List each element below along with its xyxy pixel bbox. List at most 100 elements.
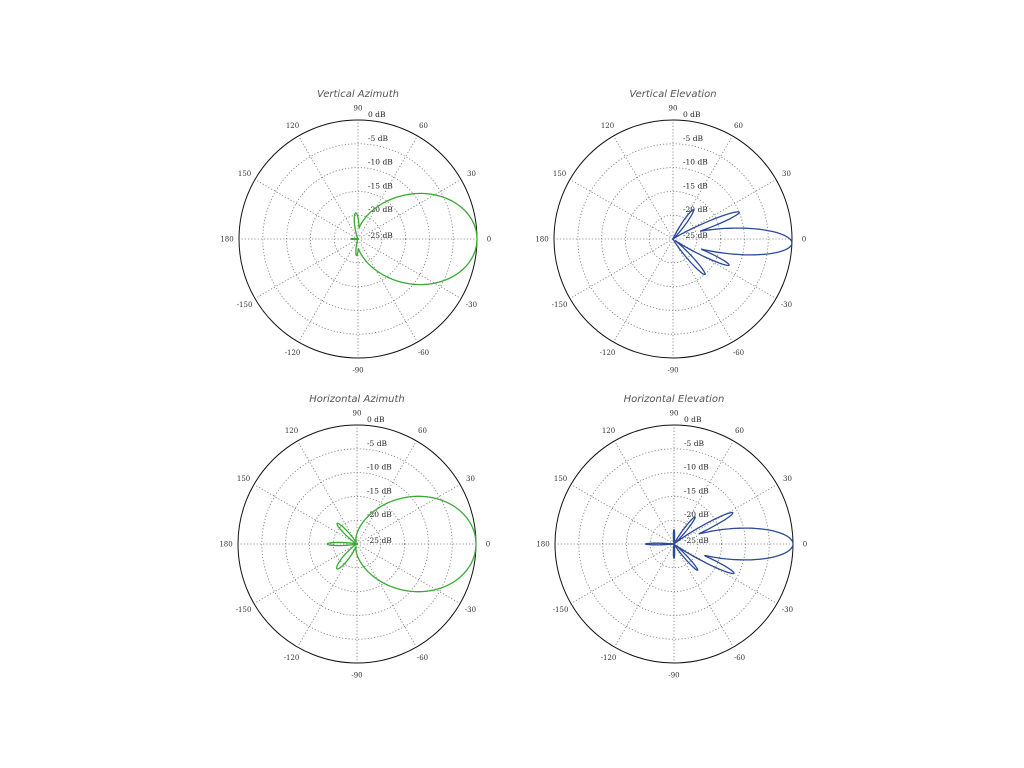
- angle-tick-label: -150: [553, 606, 569, 614]
- grid-spoke: [357, 179, 462, 240]
- chart-title: Horizontal Elevation: [624, 394, 725, 405]
- db-ring-label: -25 dB: [367, 536, 392, 545]
- angle-tick-label: 120: [602, 427, 615, 435]
- radiation-pattern-trace: [671, 209, 793, 276]
- angle-tick-label: 60: [418, 427, 427, 435]
- grid-spoke: [253, 543, 358, 604]
- polar-plot-horizontal-azimuth: Horizontal Azimuth 0 30 60 90 120 150 180 -150 -1…: [219, 394, 490, 680]
- grid-spoke: [673, 440, 734, 545]
- chart-title: Horizontal Azimuth: [309, 394, 404, 405]
- angle-tick-label: -60: [418, 349, 429, 357]
- grid-spoke: [356, 484, 461, 545]
- angle-tick-label: 150: [237, 475, 250, 483]
- angle-tick-label: -90: [352, 367, 363, 375]
- angle-tick-label: 90: [354, 105, 363, 113]
- angle-tick-label: 60: [419, 122, 428, 130]
- angle-tick-label: 60: [735, 427, 744, 435]
- angle-tick-label: 120: [286, 122, 299, 130]
- grid-spoke: [672, 238, 733, 343]
- grid-spoke: [613, 135, 674, 240]
- db-ring-label: 0 dB: [367, 415, 385, 424]
- grid-ring: [626, 495, 723, 592]
- db-ring-label: -20 dB: [367, 510, 392, 519]
- angle-tick-label: 180: [220, 236, 233, 244]
- angle-tick-label: -60: [417, 654, 428, 662]
- db-ring-label: -15 dB: [367, 486, 392, 495]
- grid-ring: [578, 448, 770, 640]
- grid-spoke: [614, 440, 675, 545]
- angle-tick-label: 120: [601, 122, 614, 130]
- angle-tick-label: 120: [285, 427, 298, 435]
- angle-tick-label: 180: [219, 541, 232, 549]
- db-ring-label: 0 dB: [684, 415, 702, 424]
- grid-spoke: [254, 179, 359, 240]
- polar-plot-vertical-azimuth: Vertical Azimuth 0 30 60 90 120 150 180 -150 -120…: [220, 89, 491, 375]
- db-ring-label: -20 dB: [368, 205, 393, 214]
- angle-tick-label: -150: [236, 606, 252, 614]
- angle-tick-label: -150: [552, 301, 568, 309]
- grid-spoke: [673, 543, 778, 604]
- chart-title: Vertical Elevation: [629, 89, 716, 100]
- angle-tick-label: 30: [783, 475, 792, 483]
- radiation-pattern-trace: [350, 192, 478, 286]
- angle-tick-label: 180: [535, 236, 548, 244]
- grid-ring: [262, 143, 454, 335]
- grid-spoke: [673, 543, 734, 648]
- grid-ring: [309, 190, 406, 287]
- grid-ring: [332, 519, 382, 569]
- grid-spoke: [614, 543, 675, 648]
- db-ring-label: -10 dB: [367, 463, 392, 472]
- grid-spoke: [673, 484, 778, 545]
- angle-tick-label: 60: [734, 122, 743, 130]
- grid-spoke: [356, 543, 417, 648]
- db-ring-label: 0 dB: [368, 110, 386, 119]
- grid-ring: [261, 448, 453, 640]
- angle-tick-label: 0: [487, 236, 491, 244]
- db-ring-label: -15 dB: [684, 486, 709, 495]
- angle-tick-label: 150: [554, 475, 567, 483]
- db-ring-label: -5 dB: [683, 134, 703, 143]
- grid-spoke: [253, 484, 358, 545]
- angle-tick-label: -30: [466, 301, 477, 309]
- db-ring-label: 0 dB: [683, 110, 701, 119]
- grid-spoke: [570, 484, 675, 545]
- db-ring-label: -15 dB: [683, 181, 708, 190]
- grid-spoke: [254, 238, 359, 299]
- angle-tick-label: 90: [669, 105, 678, 113]
- angle-tick-label: 90: [670, 410, 679, 418]
- grid-spoke: [569, 238, 674, 299]
- angle-tick-label: -90: [351, 672, 362, 680]
- db-ring-label: -5 dB: [684, 439, 704, 448]
- grid-spoke: [613, 238, 674, 343]
- grid-ring: [625, 190, 722, 287]
- grid-ring: [577, 143, 769, 335]
- angle-tick-label: 150: [553, 170, 566, 178]
- db-ring-label: -25 dB: [368, 231, 393, 240]
- grid-spoke: [298, 135, 359, 240]
- angle-tick-label: -120: [601, 654, 617, 662]
- grid-spoke: [357, 238, 462, 299]
- radiation-pattern-trace: [326, 495, 477, 593]
- db-ring-label: -10 dB: [368, 158, 393, 167]
- angle-tick-label: 150: [238, 170, 251, 178]
- grid-spoke: [297, 440, 358, 545]
- angle-tick-label: 30: [467, 170, 476, 178]
- angle-tick-label: -120: [285, 349, 301, 357]
- db-ring-label: -25 dB: [683, 231, 708, 240]
- db-ring-label: -10 dB: [683, 158, 708, 167]
- grid-spoke: [356, 440, 417, 545]
- polar-plot-horizontal-elevation: Horizontal Elevation 0 30 60 90 120 150 180 -150…: [536, 394, 807, 680]
- angle-tick-label: -60: [733, 349, 744, 357]
- angle-tick-label: -150: [237, 301, 253, 309]
- grid-spoke: [569, 179, 674, 240]
- db-ring-label: -20 dB: [684, 510, 709, 519]
- angle-tick-label: 180: [536, 541, 549, 549]
- db-ring-label: -15 dB: [368, 181, 393, 190]
- grid-spoke: [357, 238, 418, 343]
- grid-spoke: [357, 135, 418, 240]
- angle-tick-label: -120: [600, 349, 616, 357]
- angle-tick-label: -30: [782, 606, 793, 614]
- angle-tick-label: 0: [803, 541, 807, 549]
